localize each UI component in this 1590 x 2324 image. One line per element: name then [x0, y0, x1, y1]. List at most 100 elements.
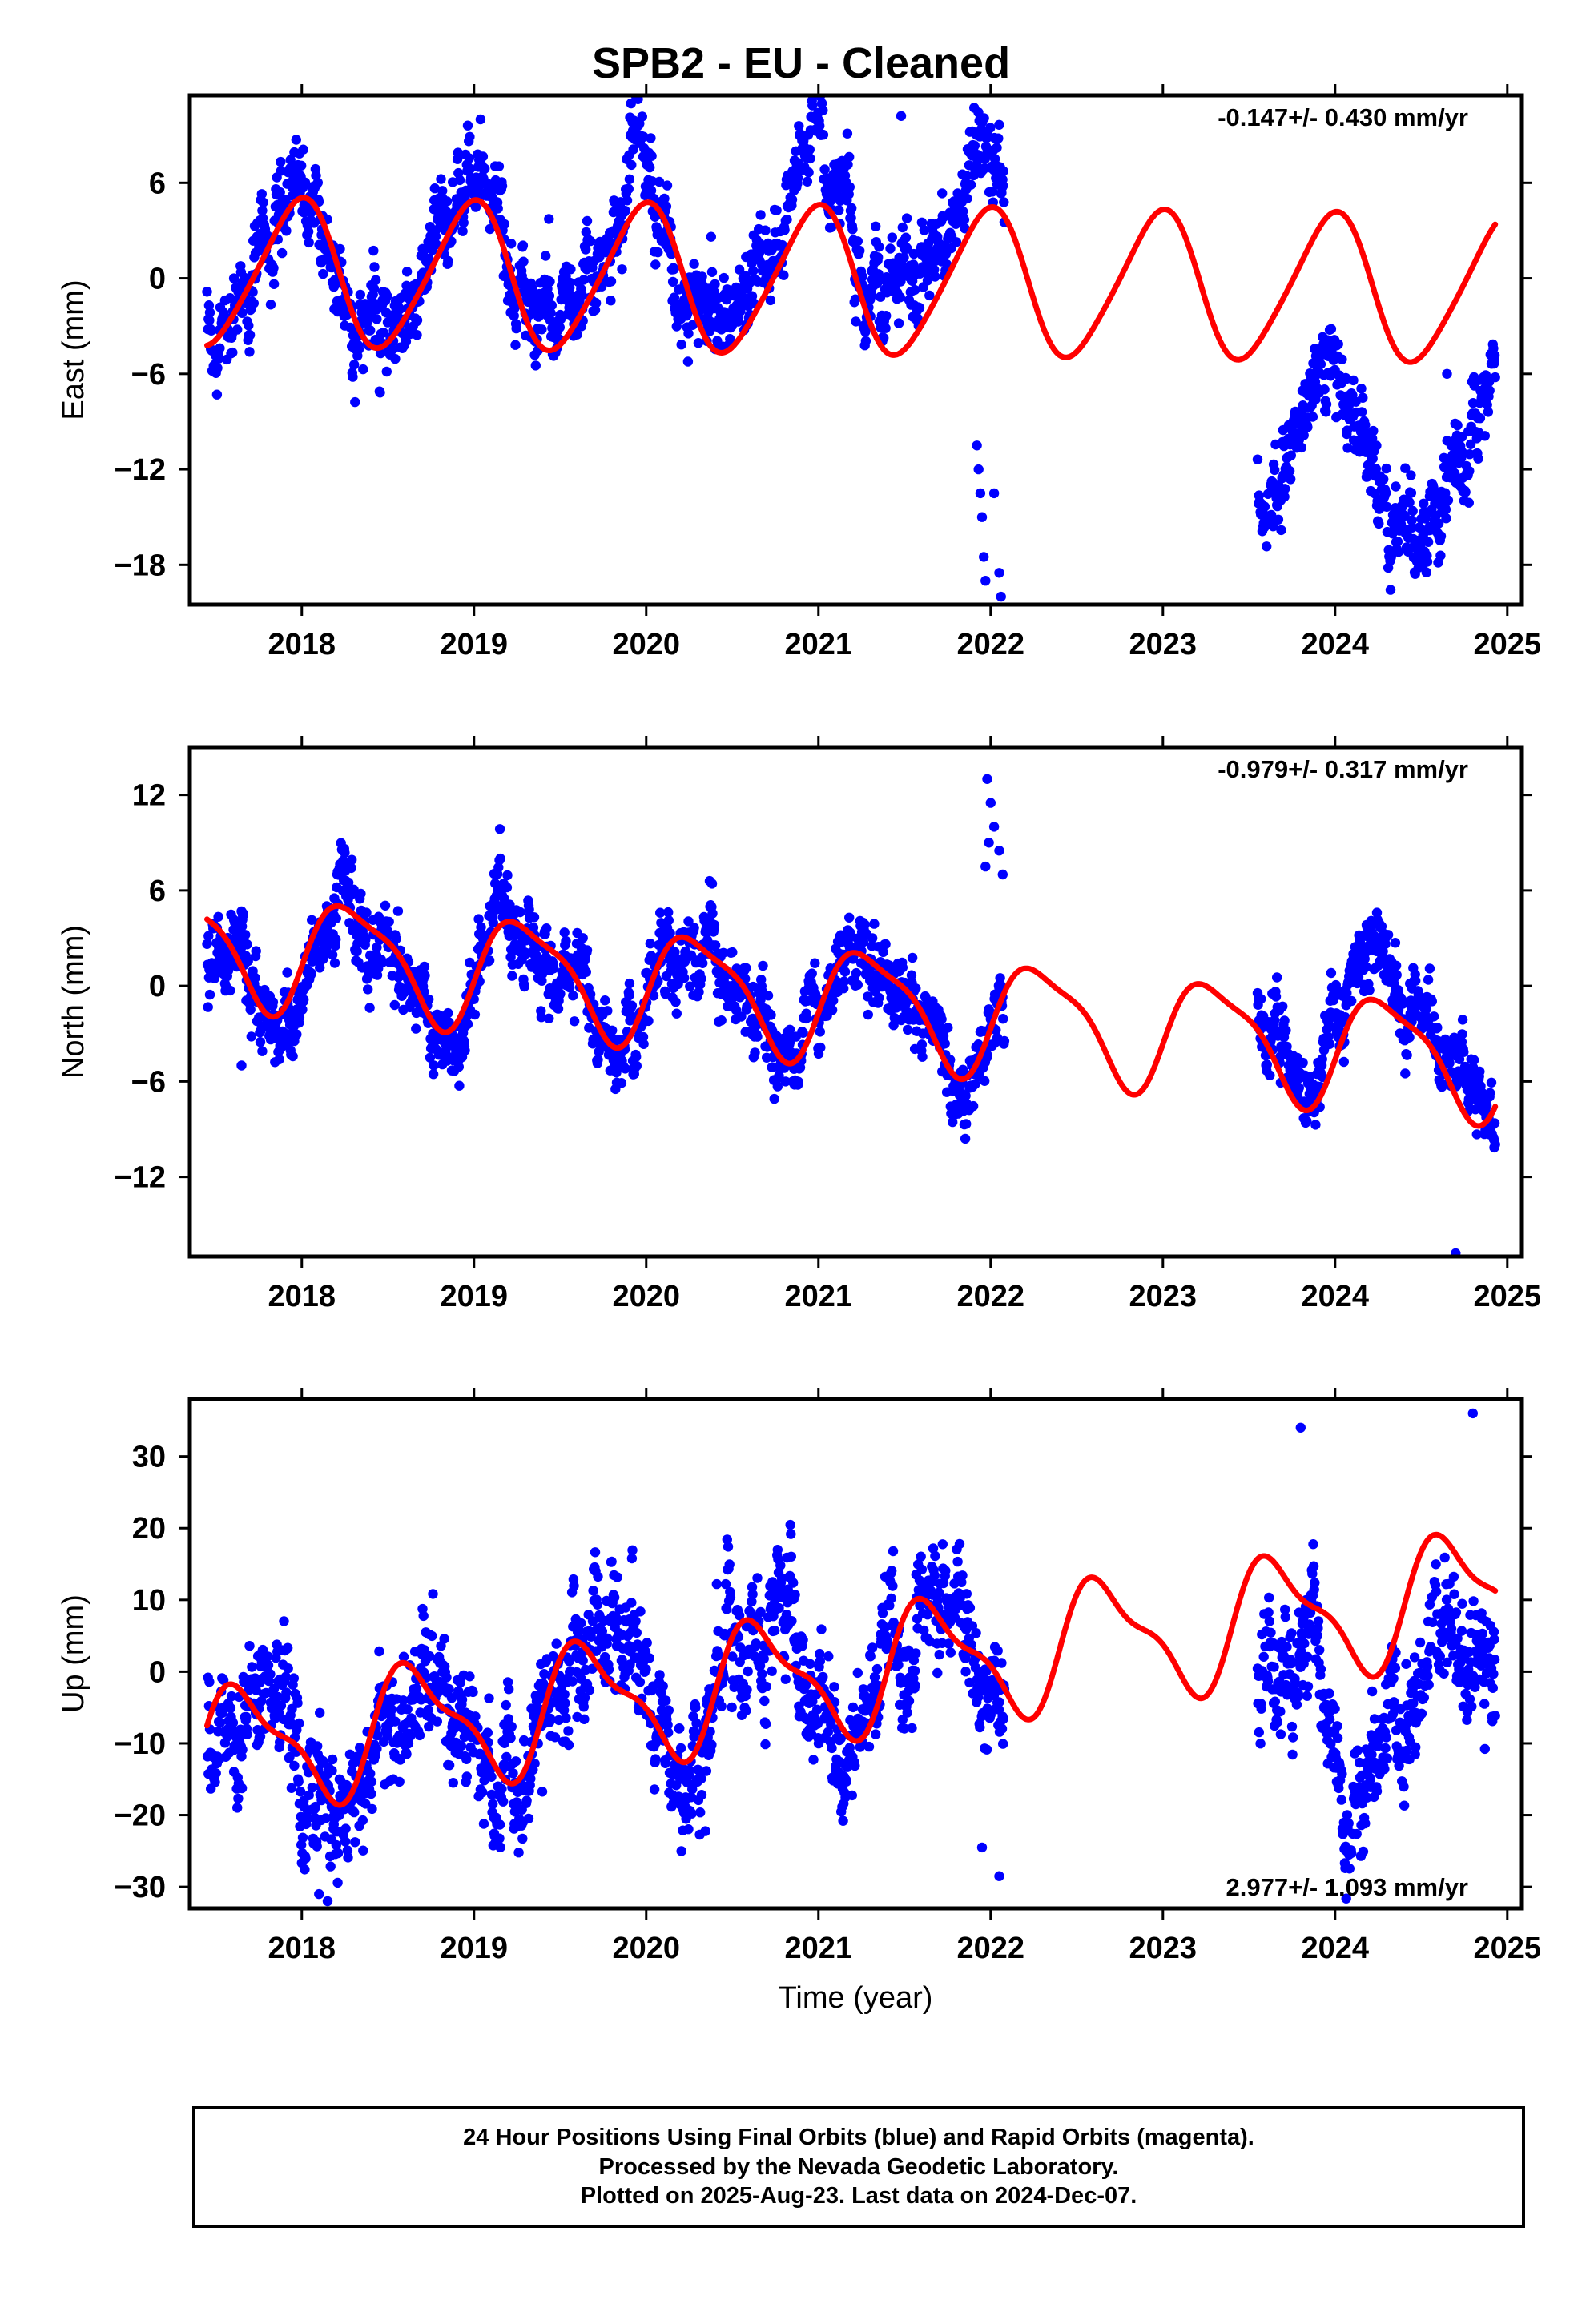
data-point: [352, 946, 362, 957]
data-point: [1407, 505, 1418, 517]
data-point: [340, 847, 350, 858]
data-point: [794, 121, 804, 131]
data-point: [847, 203, 857, 214]
data-point: [1326, 324, 1337, 334]
y-axis-label: North (mm): [57, 925, 91, 1079]
data-point: [374, 1646, 384, 1657]
data-point: [213, 911, 223, 923]
data-point: [844, 151, 855, 163]
data-point: [353, 344, 364, 355]
data-point: [461, 1771, 472, 1782]
panels: 2018 2019 2020 2021 2022 2023 2024 2025−18−12−6…: [57, 84, 1542, 2015]
data-point: [869, 919, 880, 929]
data-point: [880, 939, 891, 950]
data-point: [559, 1689, 570, 1699]
data-point: [1367, 453, 1378, 464]
data-point: [994, 119, 1004, 130]
data-point: [706, 267, 718, 277]
data-point: [670, 997, 681, 1007]
data-point: [240, 272, 250, 283]
x-tick-label: 2025: [1474, 1280, 1542, 1313]
data-point: [401, 1749, 412, 1759]
data-point: [1324, 1039, 1335, 1049]
data-point: [810, 958, 820, 968]
model-curve: [204, 195, 1499, 365]
data-point: [210, 1777, 220, 1787]
data-point: [1483, 407, 1494, 417]
data-point: [961, 1119, 972, 1129]
data-point: [588, 1586, 598, 1596]
y-tick-label: 12: [132, 779, 166, 813]
data-point: [1485, 1088, 1495, 1099]
data-point: [477, 151, 489, 162]
y-tick-label: −18: [115, 549, 166, 582]
data-point: [646, 185, 657, 196]
data-point: [1326, 967, 1337, 979]
data-point: [755, 995, 766, 1005]
data-point: [429, 183, 440, 194]
data-point: [289, 1760, 300, 1771]
data-point: [1473, 453, 1483, 464]
data-point: [976, 512, 988, 522]
data-point: [727, 947, 738, 958]
data-point: [428, 1589, 438, 1599]
data-point: [1321, 407, 1331, 417]
data-point: [1460, 487, 1471, 497]
data-point: [802, 1013, 812, 1023]
data-point: [994, 568, 1004, 578]
data-point: [283, 1663, 293, 1674]
data-point: [519, 981, 529, 992]
data-point: [332, 1848, 344, 1859]
data-point: [448, 1778, 458, 1788]
data-point: [819, 164, 830, 175]
data-point: [545, 308, 556, 318]
data-point: [578, 1702, 589, 1712]
rate-annotation: -0.979+/- 0.317 mm/yr: [1218, 755, 1468, 783]
data-point: [1262, 1059, 1273, 1070]
data-point: [402, 1704, 413, 1715]
data-point: [851, 967, 862, 979]
data-point: [545, 1713, 556, 1724]
data-point: [509, 311, 519, 321]
data-point: [553, 1003, 564, 1014]
data-point: [710, 940, 721, 951]
data-point: [513, 1848, 524, 1858]
data-point: [332, 1877, 343, 1888]
data-point: [541, 923, 552, 934]
data-point: [388, 344, 398, 355]
panel-east: 2018 2019 2020 2021 2022 2023 2024 2025−18−12−6…: [57, 84, 1541, 661]
data-point: [716, 1015, 727, 1026]
data-point: [318, 268, 328, 279]
data-point: [798, 1027, 808, 1039]
x-tick-label: 2024: [1302, 1280, 1370, 1313]
data-point: [384, 916, 394, 927]
y-tick-label: 6: [149, 167, 166, 200]
data-point: [679, 973, 690, 983]
data-point: [815, 1042, 826, 1053]
data-point: [307, 915, 317, 926]
plot-area: [202, 1408, 1500, 1907]
data-point: [458, 217, 469, 228]
data-point: [654, 176, 665, 187]
data-point: [1281, 1025, 1291, 1036]
data-point: [581, 244, 591, 255]
data-point: [1411, 975, 1421, 986]
data-point: [1407, 522, 1418, 533]
data-point: [755, 210, 766, 220]
data-point: [638, 1031, 649, 1043]
data-point: [340, 1823, 351, 1834]
data-point: [590, 298, 602, 308]
data-point: [569, 1016, 580, 1027]
data-point: [741, 963, 751, 974]
data-point: [294, 1012, 305, 1023]
data-point: [350, 396, 360, 408]
data-point: [251, 946, 261, 956]
data-point: [710, 279, 720, 290]
data-point: [443, 255, 453, 266]
data-point: [1367, 433, 1378, 444]
data-point: [347, 854, 357, 865]
data-point: [268, 279, 280, 289]
data-point: [1381, 488, 1391, 498]
data-point: [242, 1729, 252, 1739]
data-point: [960, 1133, 971, 1144]
